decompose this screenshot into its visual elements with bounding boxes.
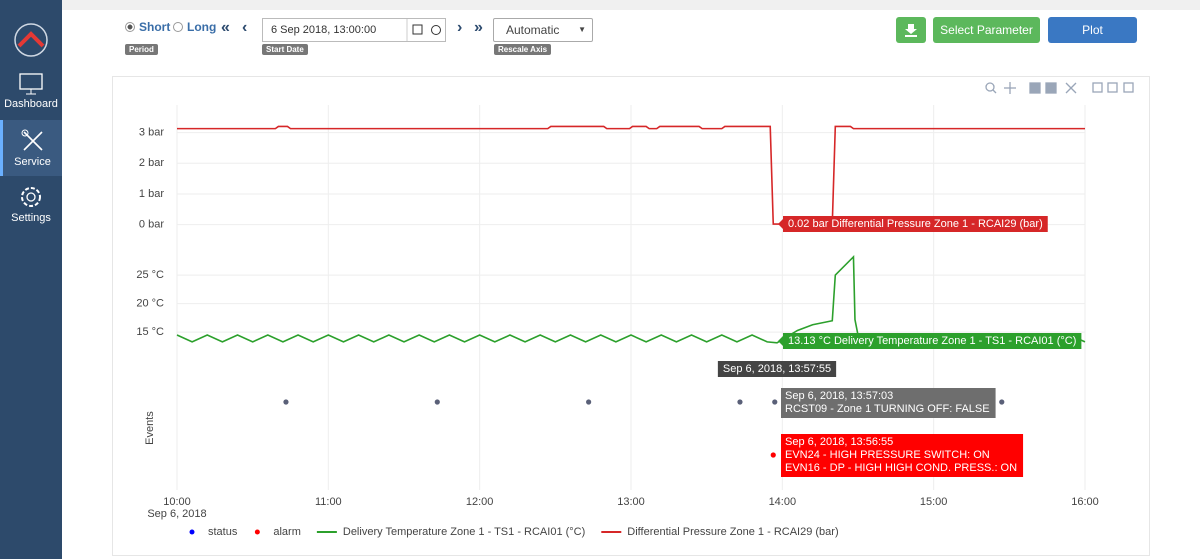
hover-box (783, 333, 1082, 349)
next-far[interactable]: » (474, 19, 483, 36)
event-point (770, 452, 776, 458)
y-tick-label: 15 °C (136, 326, 164, 338)
legend-marker (254, 529, 260, 535)
hover-pointer (778, 336, 783, 346)
radio-long[interactable]: Long (173, 20, 216, 34)
radio-label: Long (187, 20, 217, 34)
chart-card (112, 76, 1150, 556)
nav-label: Settings (11, 212, 51, 224)
crosshair-text: Sep 6, 2018, 13:57:55 (723, 363, 831, 375)
top-strip (62, 0, 1200, 10)
legend-label: Delivery Temperature Zone 1 - TS1 - RCAI… (343, 526, 585, 538)
x-tick-label: 14:00 (769, 496, 797, 508)
temperature-annotation: 13.13 °C Delivery Temperature Zone 1 - T… (778, 333, 1082, 349)
crosshair-box (717, 361, 837, 377)
y-tick-label: 0 bar (139, 219, 164, 231)
hover-text: 13.13 °C Delivery Temperature Zone 1 - T… (788, 335, 1076, 347)
legend-label: Differential Pressure Zone 1 - RCAI29 (b… (627, 526, 838, 538)
select-text: Automatic (506, 23, 560, 37)
select-parameter-button[interactable]: Select Parameter (933, 17, 1040, 43)
period-badge: Period (125, 44, 158, 55)
event-point (737, 399, 743, 405)
hover-box (783, 216, 1048, 232)
x-tick-label: 12:00 (466, 496, 494, 508)
start-date-badge: Start Date (262, 44, 308, 55)
tooltip-box (781, 434, 1024, 477)
nav-service[interactable]: Service (0, 120, 62, 176)
prev[interactable]: ‹ (242, 19, 248, 36)
pressure-annotation: 0.02 bar Differential Pressure Zone 1 - … (778, 216, 1048, 232)
x-tick-label: 10:00 (163, 496, 191, 508)
download-button[interactable] (896, 17, 926, 43)
y-axis-title: Events (144, 411, 156, 445)
prev-far[interactable]: « (221, 19, 230, 36)
nav-settings[interactable]: Settings (0, 184, 62, 224)
date-text: 6 Sep 2018, 13:00:00 (271, 24, 377, 36)
y-tick-label: 3 bar (139, 127, 164, 139)
y-tick-label: 1 bar (139, 188, 164, 200)
y-tick-label: 25 °C (136, 269, 164, 281)
legend-label: alarm (273, 526, 301, 538)
nav-label: Service (14, 156, 51, 168)
sidebar: Dashboard Service Settings (0, 0, 62, 559)
tooltip-line: EVN24 - HIGH PRESSURE SWITCH: ON (785, 449, 990, 461)
x-tick-label: 15:00 (920, 496, 948, 508)
y-tick-label: 20 °C (136, 298, 164, 310)
nav-label: Dashboard (4, 98, 58, 110)
logo (14, 23, 48, 57)
event-point (283, 399, 289, 405)
plot-button[interactable]: Plot (1048, 17, 1137, 43)
x-tick-label: 11:00 (315, 496, 342, 508)
hover-text: 0.02 bar Differential Pressure Zone 1 - … (788, 218, 1043, 230)
legend-marker (189, 529, 195, 535)
crosshair-label: Sep 6, 2018, 13:57:55 (717, 361, 837, 377)
radio-short[interactable]: Short (125, 20, 170, 34)
legend-label: status (208, 526, 238, 538)
tooltip-line: Sep 6, 2018, 13:57:03 (785, 390, 893, 402)
x-tick-label: 13:00 (617, 496, 645, 508)
rescale-badge: Rescale Axis (494, 44, 552, 55)
event-point (586, 399, 592, 405)
next[interactable]: › (457, 19, 463, 36)
event-point (772, 399, 778, 405)
date-input[interactable]: 6 Sep 2018, 13:00:00 (262, 18, 446, 42)
radio-label: Short (139, 20, 171, 34)
rescale-select[interactable]: Automatic ▼ (493, 18, 593, 42)
event-point (434, 399, 440, 405)
event-point (999, 399, 1005, 405)
tooltip-line: EVN16 - DP - HIGH HIGH COND. PRESS.: ON (785, 462, 1017, 474)
y-tick-label: 2 bar (139, 157, 164, 169)
tooltip-line: Sep 6, 2018, 13:56:55 (785, 436, 893, 448)
tooltip-box (781, 388, 996, 418)
hover-pointer (778, 219, 783, 229)
x-sublabel: Sep 6, 2018 (147, 508, 206, 520)
x-tick-label: 16:00 (1071, 496, 1099, 508)
nav-dashboard[interactable]: Dashboard (0, 72, 62, 110)
modebar[interactable] (985, 82, 1134, 94)
tooltip-line: RCST09 - Zone 1 TURNING OFF: FALSE (785, 403, 990, 415)
